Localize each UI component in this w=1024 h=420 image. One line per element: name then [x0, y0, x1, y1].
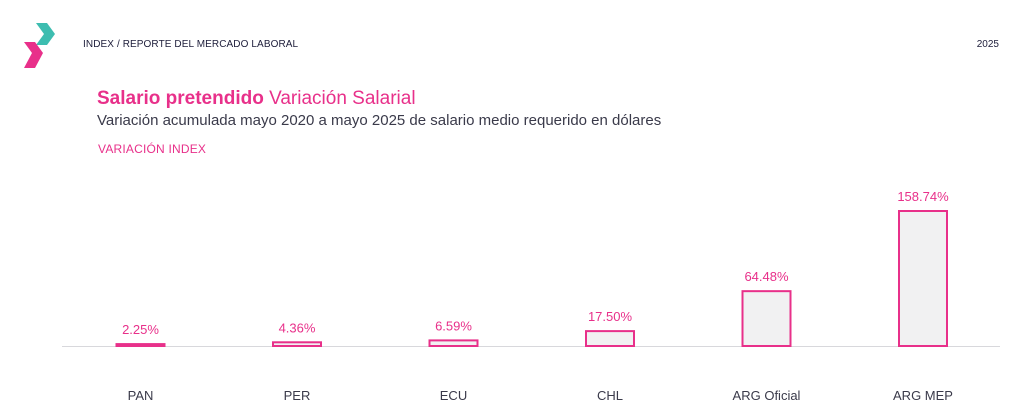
x-tick-label: ARG MEP — [893, 388, 953, 403]
chart-title-bold: Salario pretendido — [97, 88, 264, 109]
bar-arg-oficial — [741, 290, 792, 347]
chart-subtitle: Variación acumulada mayo 2020 a mayo 202… — [97, 112, 662, 129]
x-tick-label: PER — [284, 388, 311, 403]
x-tick-label: ARG Oficial — [733, 388, 801, 403]
series-legend-label: VARIACIÓN INDEX — [98, 142, 207, 156]
report-year: 2025 — [976, 39, 999, 50]
x-tick-label: CHL — [597, 388, 623, 403]
data-label: 64.48% — [744, 269, 789, 284]
data-label: 6.59% — [435, 318, 472, 333]
bar-chl — [585, 330, 635, 348]
x-tick-label: ECU — [440, 388, 467, 403]
x-tick-label: PAN — [128, 388, 154, 403]
breadcrumb: INDEX / REPORTE DEL MERCADO LABORAL — [83, 39, 299, 50]
bar-pan — [115, 343, 166, 347]
index-logo-icon — [24, 23, 55, 68]
data-label: 4.36% — [279, 320, 316, 335]
bar-per — [272, 341, 322, 348]
bar-ecu — [428, 339, 479, 347]
chart-title-regular: Variación Salarial — [263, 88, 416, 109]
data-label: 158.74% — [897, 189, 949, 204]
data-label: 17.50% — [588, 309, 633, 324]
chart-title: Salario pretendido Variación Salarial — [97, 88, 416, 110]
bar-arg-mep — [898, 210, 948, 347]
data-label: 2.25% — [122, 322, 159, 337]
